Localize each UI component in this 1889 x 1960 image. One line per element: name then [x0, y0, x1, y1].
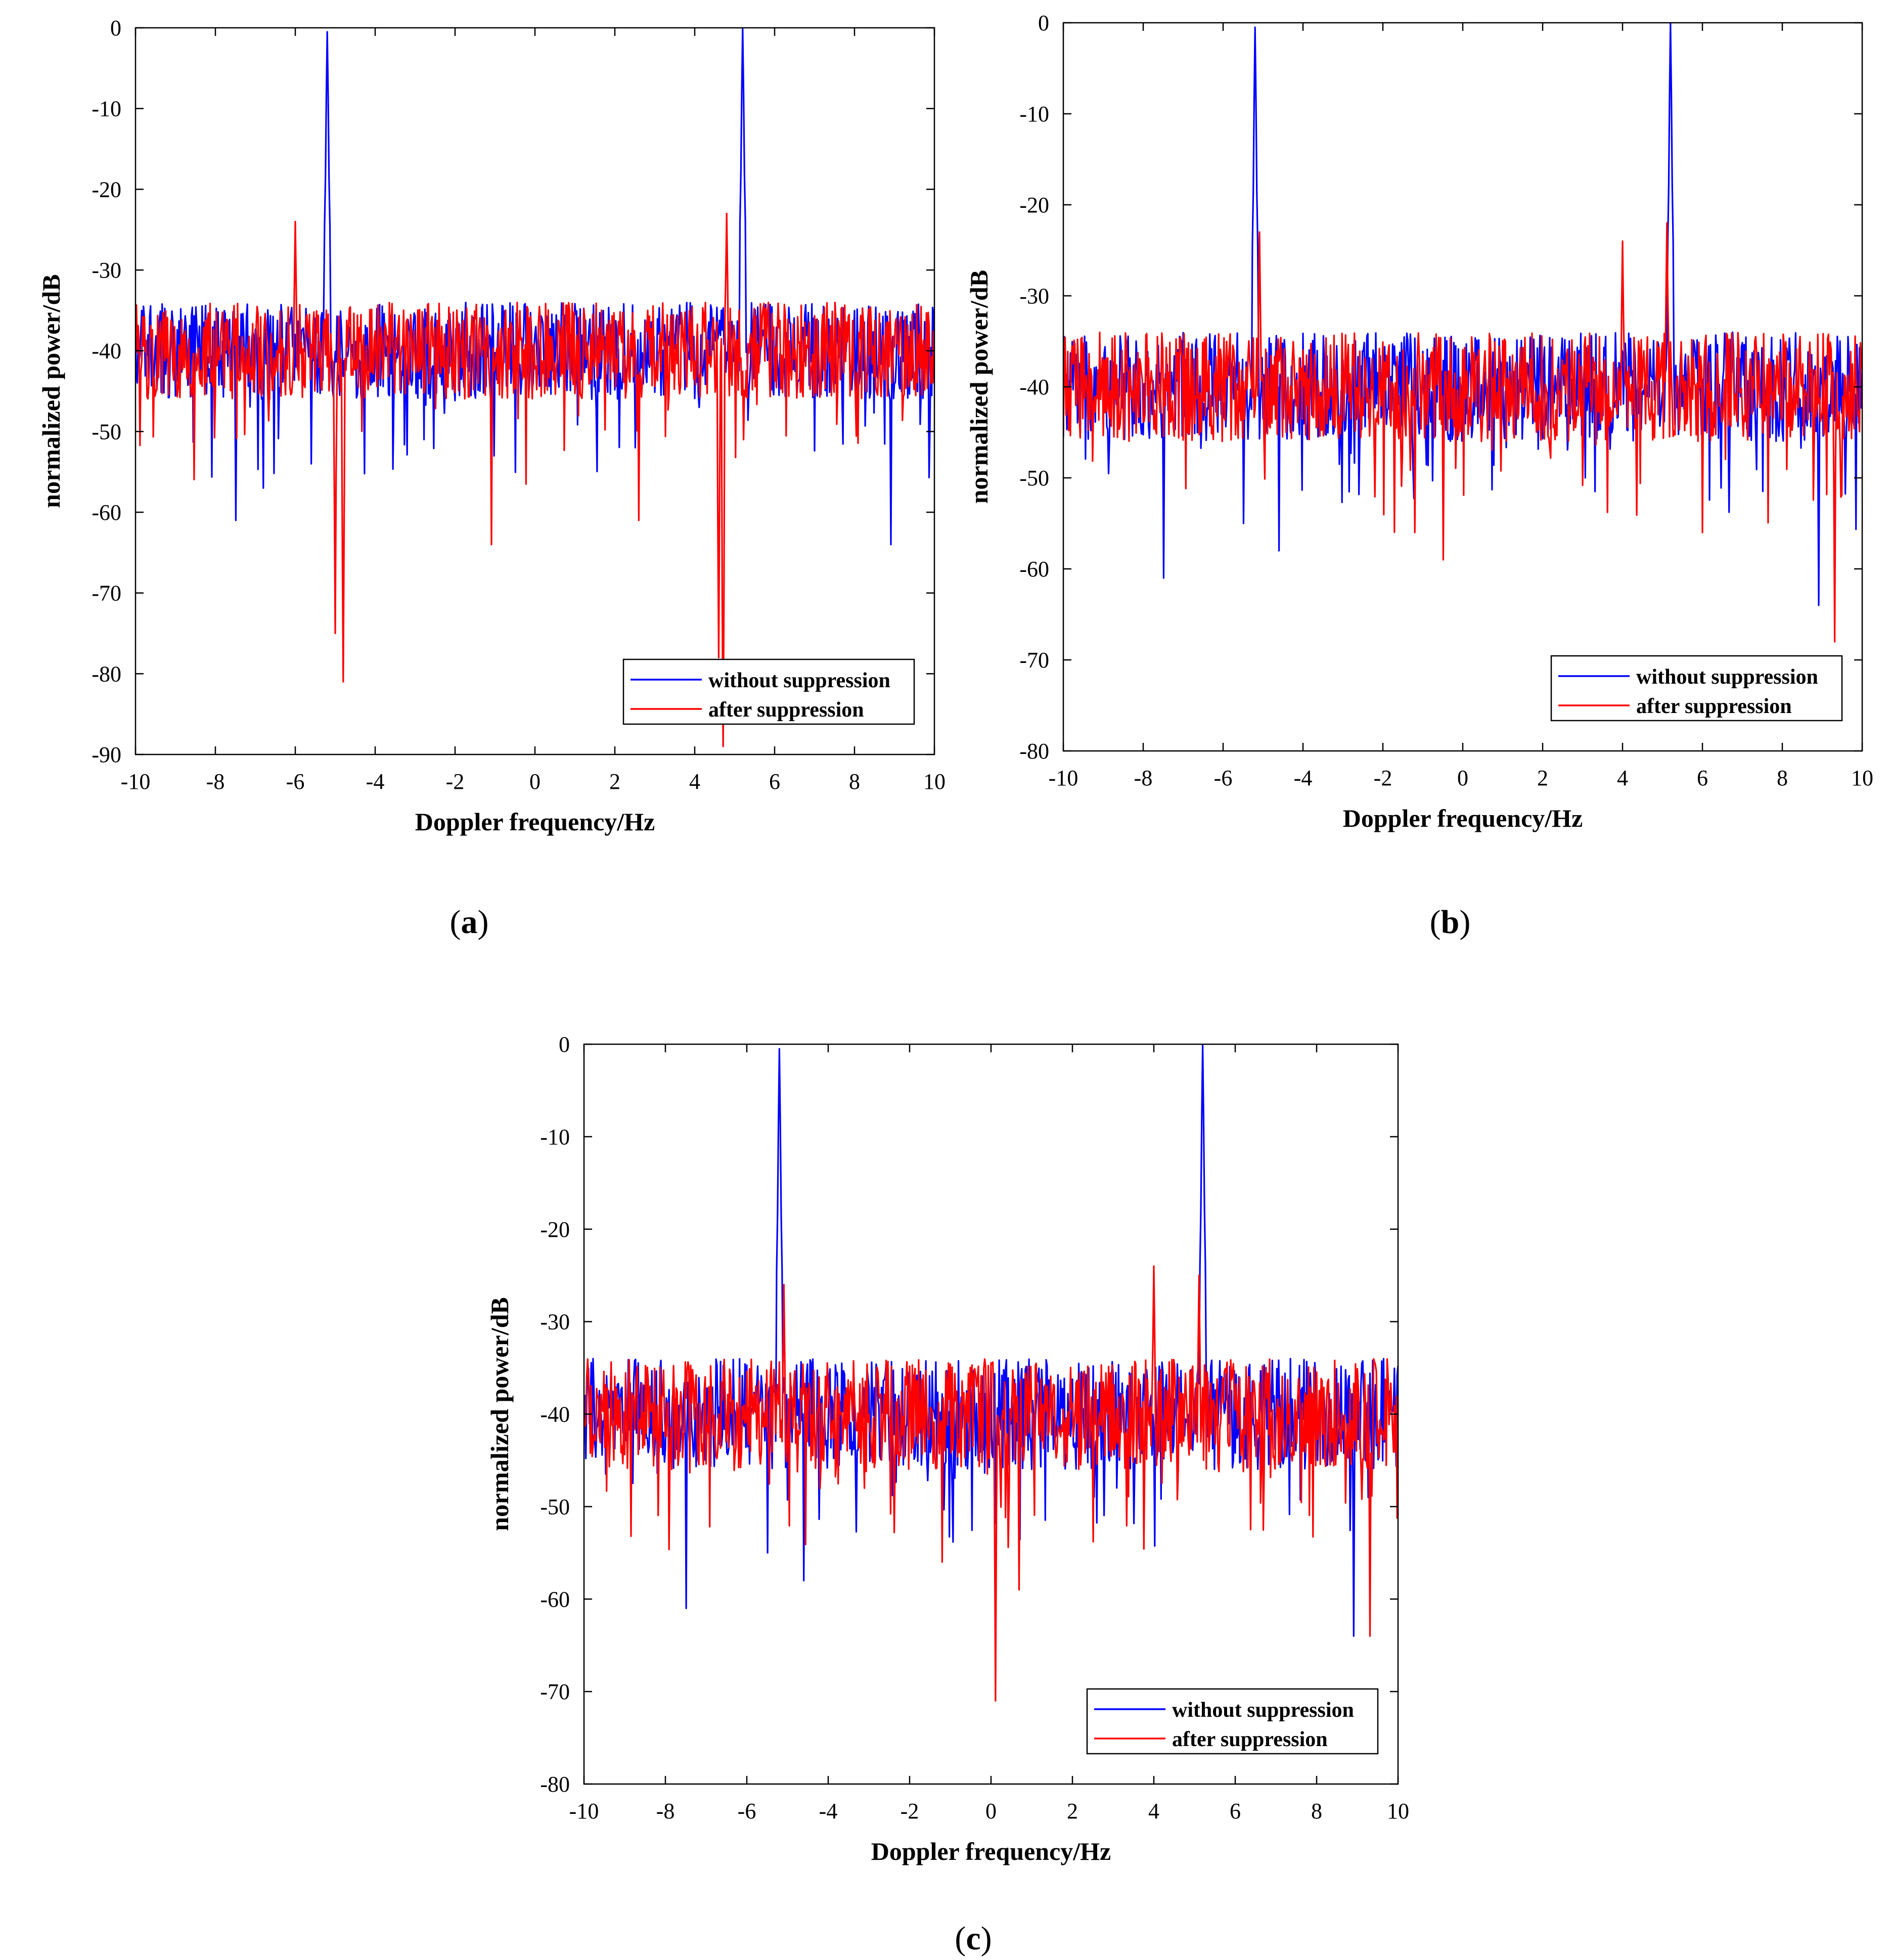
series-group [1063, 23, 1862, 643]
x-tick-label: 8 [849, 769, 860, 794]
x-tick-label: 0 [529, 769, 541, 794]
y-tick-label: -10 [540, 1125, 570, 1149]
y-tick-label: -20 [1019, 193, 1049, 217]
x-tick-label: 2 [1537, 766, 1548, 790]
y-tick-label: -80 [92, 661, 121, 686]
x-tick-label: 2 [1067, 1799, 1078, 1823]
x-tick-label: 6 [1230, 1799, 1241, 1823]
y-axis-label: normalized power/dB [37, 274, 65, 508]
x-tick-label: -2 [446, 769, 465, 794]
legend-box [622, 658, 915, 725]
x-tick-label: -2 [901, 1799, 919, 1823]
x-tick-label: 2 [609, 769, 620, 794]
legend-box [1550, 655, 1843, 722]
y-tick-label: -30 [1019, 284, 1049, 308]
y-tick-label: 0 [559, 1032, 570, 1057]
x-tick-label: -10 [569, 1799, 599, 1823]
x-tick-label: 8 [1311, 1799, 1322, 1823]
y-tick-label: -20 [92, 177, 121, 202]
y-tick-label: -60 [92, 500, 121, 525]
y-tick-label: -50 [92, 419, 121, 444]
legend-label: after suppression [1172, 1728, 1328, 1751]
y-tick-label: -20 [540, 1217, 570, 1242]
series-line-after-suppression [1063, 222, 1862, 643]
y-tick-label: -90 [92, 742, 121, 767]
y-tick-label: -70 [1019, 648, 1049, 673]
x-tick-label: -8 [656, 1799, 675, 1823]
series-line-after-suppression [136, 212, 934, 747]
legend-label: after suppression [708, 698, 864, 722]
x-tick-label: -6 [738, 1799, 756, 1823]
x-tick-label: -10 [121, 769, 151, 794]
chart-panel-c: -10 -8 -6 -4 -2 0 2 4 6 8 100-10-20-30-40-50-60-70… [485, 1032, 1409, 1957]
x-tick-label: 0 [985, 1799, 997, 1823]
y-tick-label: 0 [110, 16, 121, 40]
chart-panel-b: -10 -8 -6 -4 -2 0 2 4 6 8 100-10-20-30-40-50-60-70… [965, 11, 1873, 941]
legend-label: after suppression [1636, 695, 1792, 718]
y-tick-label: -80 [540, 1772, 570, 1797]
y-tick-label: -30 [92, 258, 121, 283]
x-tick-label: -6 [1214, 766, 1233, 790]
legend: without suppression after suppression [1086, 1688, 1379, 1755]
y-tick-label: 0 [1038, 11, 1049, 35]
y-tick-label: -80 [1019, 739, 1049, 764]
legend-label: without suppression [1172, 1699, 1354, 1722]
panel-caption: (b) [1430, 904, 1471, 941]
x-tick-label: -4 [366, 769, 385, 794]
x-axis-label: Doppler frequency/Hz [415, 808, 655, 836]
y-tick-label: -50 [1019, 466, 1049, 491]
x-tick-label: -4 [819, 1799, 838, 1823]
x-tick-label: 4 [689, 769, 700, 794]
y-tick-label: -50 [540, 1494, 570, 1519]
y-axis-label: normalized power/dB [485, 1297, 514, 1531]
y-tick-label: -40 [92, 339, 121, 364]
x-tick-label: -8 [206, 769, 225, 794]
y-tick-label: -40 [540, 1402, 570, 1427]
y-tick-label: -40 [1019, 375, 1049, 399]
y-tick-label: -70 [540, 1679, 570, 1704]
y-tick-label: -10 [92, 97, 121, 121]
x-tick-label: 4 [1148, 1799, 1159, 1823]
x-tick-label: -2 [1374, 766, 1392, 790]
legend-label: without suppression [1636, 665, 1818, 689]
x-tick-label: 10 [1387, 1799, 1409, 1823]
x-tick-label: 6 [769, 769, 780, 794]
y-tick-label: -60 [1019, 557, 1049, 582]
y-tick-label: -60 [540, 1587, 570, 1612]
x-tick-label: 6 [1697, 766, 1708, 790]
x-tick-label: 10 [923, 769, 946, 794]
legend-box [1086, 1688, 1379, 1755]
x-tick-label: 8 [1777, 766, 1788, 790]
x-tick-label: 10 [1851, 766, 1873, 790]
series-group [136, 28, 934, 747]
chart-panel-a: -10 -8 -6 -4 -2 0 2 4 6 8 100-10-20-30-40-50-60-70… [37, 16, 946, 941]
legend-label: without suppression [708, 669, 890, 692]
x-axis-label: Doppler frequency/Hz [1343, 804, 1583, 832]
x-tick-label: -10 [1049, 766, 1078, 790]
x-axis-label: Doppler frequency/Hz [871, 1837, 1111, 1865]
x-tick-label: -4 [1294, 766, 1313, 790]
panel-caption: (a) [450, 904, 489, 941]
y-tick-label: -10 [1019, 102, 1049, 126]
panel-caption: (c) [955, 1920, 992, 1957]
x-tick-label: 0 [1457, 766, 1468, 790]
x-tick-label: 4 [1617, 766, 1628, 790]
series-group [584, 1044, 1398, 1702]
series-line-after-suppression [584, 1265, 1398, 1702]
x-tick-label: -6 [286, 769, 305, 794]
y-tick-label: -30 [540, 1310, 570, 1334]
legend: without suppression after suppression [1550, 655, 1843, 722]
legend: without suppression after suppression [622, 658, 915, 725]
y-axis-label: normalized power/dB [965, 270, 993, 504]
y-tick-label: -70 [92, 581, 121, 606]
x-tick-label: -8 [1134, 766, 1153, 790]
